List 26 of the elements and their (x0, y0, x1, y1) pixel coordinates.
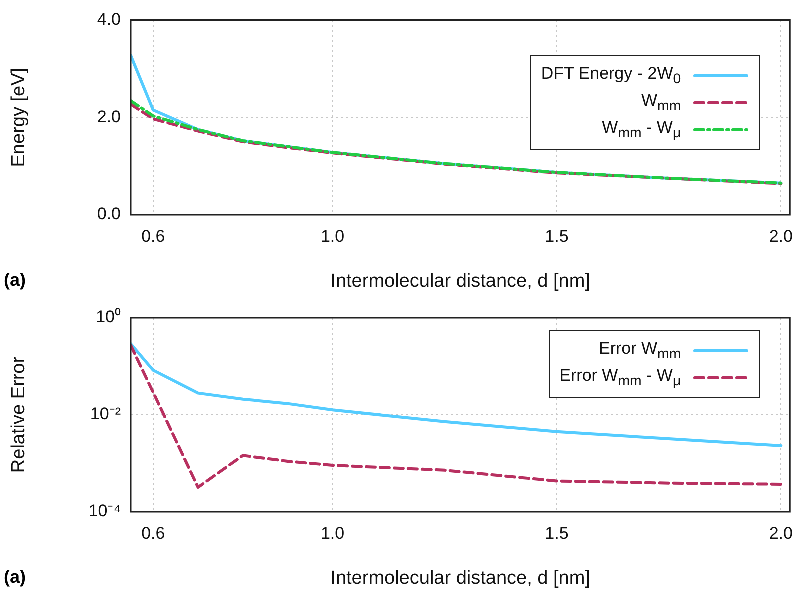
x-tick-label: 2.0 (769, 226, 793, 246)
y-tick-label: 10⁻² (90, 404, 122, 424)
x-tick-label: 1.5 (545, 226, 569, 246)
x-axis-title: Intermolecular distance, d [nm] (330, 568, 590, 589)
text: (a) (4, 567, 26, 588)
y-tick-label: 10⁻⁴ (88, 502, 121, 521)
x-tick-label: 0.6 (142, 524, 166, 543)
line-series (131, 344, 783, 489)
legend-label: W$_{mm}$ - W$_{μ}$ (602, 118, 682, 142)
x-tick-label: 1.0 (320, 226, 345, 246)
text: (a) (4, 270, 26, 291)
legend-label: Error W$_{mm}$ - W$_{μ}$ (560, 366, 682, 390)
y-tick-label: 0.0 (97, 204, 121, 224)
legend-label: DFT Energy - 2W$_{0}$ (541, 64, 682, 88)
legend-label: W$_{mm}$ (641, 90, 682, 114)
y-tick-label: 4.0 (97, 10, 121, 29)
y-tick-label: 2.0 (97, 107, 121, 126)
x-tick-label: 2.0 (769, 524, 793, 543)
x-tick-label: 1.0 (320, 524, 345, 543)
x-tick-label: 0.6 (142, 226, 166, 246)
y-tick-label: 10⁰ (96, 308, 121, 327)
y-axis-title: Energy [eV] (8, 68, 30, 168)
legend-label: Error W$_{mm}$ (598, 338, 682, 362)
x-tick-label: 1.5 (545, 524, 569, 543)
x-axis-title: Intermolecular distance, d [nm] (330, 270, 590, 292)
y-axis-title: Relative Error (8, 356, 30, 474)
